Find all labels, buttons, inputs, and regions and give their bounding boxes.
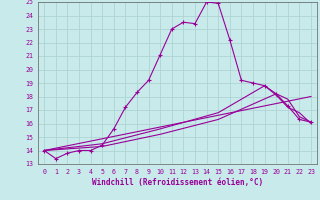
- X-axis label: Windchill (Refroidissement éolien,°C): Windchill (Refroidissement éolien,°C): [92, 178, 263, 187]
